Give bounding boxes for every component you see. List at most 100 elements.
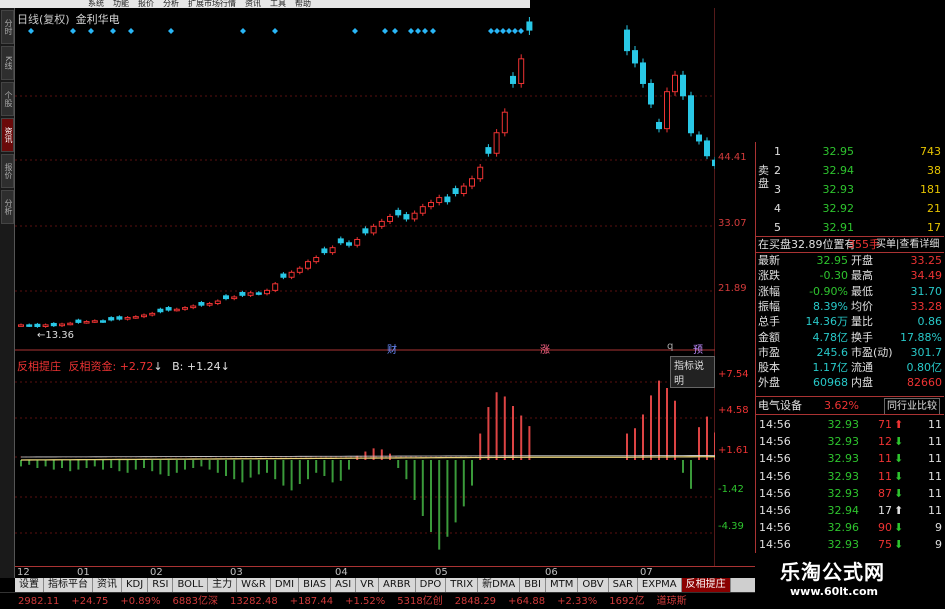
candle-down [321,248,328,254]
left-toolbar-item[interactable]: K线 [1,46,14,80]
candle-up [141,314,147,318]
indicator-tab[interactable]: 资讯 [93,578,122,592]
left-toolbar-item[interactable]: 个股 [1,82,14,116]
tick-price: 32.93 [827,469,860,483]
event-mark-q[interactable]: q [667,341,674,352]
event-mark-forecast[interactable]: 预 [693,345,703,356]
event-mark-rise[interactable]: 涨 [540,345,550,356]
down-arrow-icon: ⬇ [894,435,904,449]
indicator-tab[interactable]: ARBR [379,578,416,592]
indicator-tab[interactable]: ASI [331,578,357,592]
tick-time: 14:56 [759,452,791,466]
candle-up [124,316,131,320]
indicator-tab[interactable]: 反相提庄 [681,578,731,592]
menu-item[interactable]: 功能 [113,0,129,8]
down-arrow-icon: ⬇ [894,452,904,466]
quote-value: -0.30 [819,269,848,283]
industry-compare-button[interactable]: 同行业比较 [884,398,940,415]
left-toolbar-item[interactable]: 资讯 [1,118,14,152]
quote-value: 32.95 [816,254,849,267]
indicator-tab[interactable]: DMI [270,578,300,592]
indicator-tab[interactable]: W&R [237,578,271,592]
candle-up [664,91,670,130]
candle-down [526,21,533,31]
quote-label: 金额 [758,330,780,344]
chart-area[interactable]: 日线(复权) 金利华电 ←13.36 反相提庄 反相资金: +2.72↓ B: +… [15,8,749,566]
indicator-tab[interactable]: 指标平台 [44,578,93,592]
orderbook-level: 2 [774,164,781,177]
event-diamond-marker [28,28,34,34]
menu-item[interactable]: 帮助 [295,0,311,8]
indicator-tab[interactable]: 设置 [15,578,44,592]
menu-item[interactable]: 分析 [163,0,179,8]
panel-row: 14:56 32.96 90 ⬇ 9 [756,520,944,535]
tick-volume: 87 [878,486,892,500]
orderbook-note: 在买盘32.89位置有 [758,238,856,251]
indicator-tab[interactable]: SAR [608,578,638,592]
indicator-tab[interactable]: EXPMA [637,578,682,592]
status-value: 2982.11 [18,596,60,607]
candle-up [247,292,254,296]
tick-price: 32.93 [827,538,860,552]
event-diamond-marker [500,28,506,34]
event-diamond-marker [168,28,174,34]
x-axis-label: 05 [435,567,448,578]
indicator-tab[interactable]: VR [356,578,380,592]
event-diamond-marker [272,28,278,34]
indicator-b-line [20,455,715,458]
indicator-tab[interactable]: OBV [578,578,609,592]
tick-volume: 11 [878,469,892,483]
price-axis-label: 44.41 [718,152,747,163]
indicator-tab[interactable]: TRIX [446,578,479,592]
industry-name: 电气设备 [758,399,802,412]
indicator-tab[interactable]: KDJ [122,578,149,592]
menu-item[interactable]: 系统 [88,0,104,8]
candle-up [672,74,678,93]
indicator-tab[interactable]: MTM [545,578,579,592]
candle-up [305,261,311,269]
panel-row: 外盘 60968 内盘 82660 [756,375,944,390]
price-axis-label: 21.89 [718,283,747,294]
indicator-tab[interactable]: DPO [415,578,447,592]
indicator-tab[interactable]: 主力 [208,578,238,592]
status-value: +64.88 [508,596,546,607]
indicator-tab[interactable]: BBI [520,578,546,592]
indicator-help-button[interactable]: 指标说明 [670,356,715,388]
tick-price: 32.93 [827,418,860,431]
tick-price: 32.93 [827,452,860,466]
left-toolbar-item[interactable]: 分时 [1,10,14,44]
indicator-tab[interactable]: BOLL [173,578,209,592]
quote-value: 82660 [907,376,942,390]
indicator-signal-line [20,456,715,461]
menu-item[interactable]: 工具 [270,0,286,8]
candle-down [704,140,710,157]
candle-up [272,283,279,291]
panel-row: 2 32.94 38 [756,163,944,178]
left-toolbar-item[interactable]: 分析 [1,190,14,224]
indicator-tab[interactable]: RSI [148,578,174,592]
menu-item[interactable]: 资讯 [245,0,261,8]
tick-count: 11 [928,435,942,449]
candle-up [190,305,197,309]
event-diamond-marker [488,28,494,34]
orderbook-detail-link[interactable]: 买单|查看详细 [876,239,940,250]
event-mark-finance[interactable]: 财 [387,345,397,356]
indicator-tab[interactable]: BIAS [299,578,332,592]
status-value: +1.52% [345,596,386,607]
indicator-tab-bar: 设置 指标平台 资讯 KDJ RSI BOLL 主力 W&R DMI BIAS ASI VR ARBR D… [15,578,755,592]
candle-up [296,267,303,273]
panel-row: 股本 1.17亿 流通 0.80亿 [756,360,944,375]
candle-up [206,303,213,306]
event-diamond-marker [494,28,500,34]
event-diamond-marker [88,28,94,34]
quote-value: 245.6 [816,345,849,359]
orderbook-level: 1 [774,145,781,158]
menu-item[interactable]: 报价 [138,0,154,8]
menu-item[interactable]: 扩展市场行情 [188,0,236,8]
event-diamond-marker [240,28,246,34]
left-toolbar-item[interactable]: 报价 [1,154,14,188]
event-diamond-marker [128,28,134,34]
candle-down [640,62,646,84]
indicator-tab[interactable]: 新DMA [478,578,521,592]
candle-down [680,74,686,97]
